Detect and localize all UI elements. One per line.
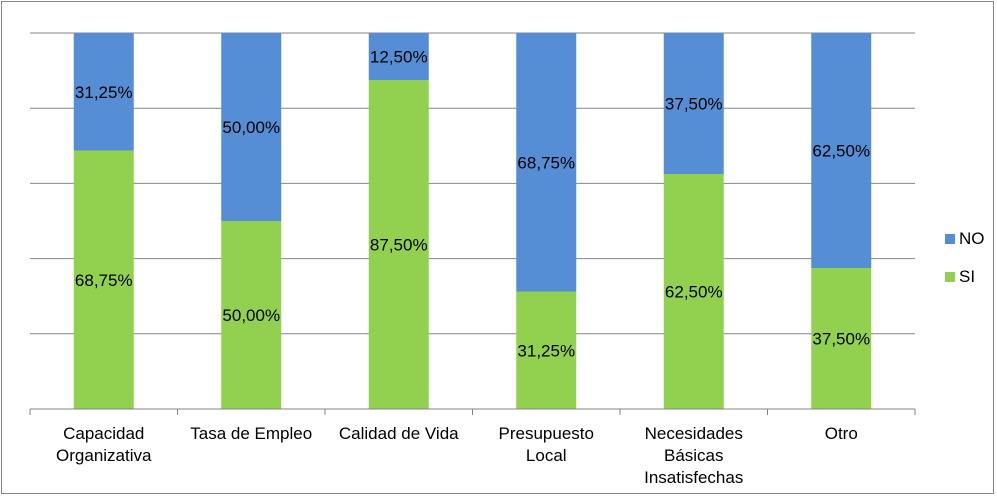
x-tick-label: Otro: [824, 424, 858, 443]
data-label-si: 50,00%: [222, 306, 280, 325]
data-label-si: 68,75%: [75, 271, 133, 290]
x-tick-label: Calidad de Vida: [338, 424, 459, 443]
data-label-no: 12,50%: [370, 48, 428, 67]
data-label-no: 62,50%: [812, 142, 870, 161]
data-label-no: 31,25%: [75, 83, 133, 102]
data-label-si: 37,50%: [812, 330, 870, 349]
data-label-no: 37,50%: [665, 95, 723, 114]
bar-no: [516, 33, 577, 292]
data-label-si: 31,25%: [517, 341, 575, 360]
bar-no: [811, 33, 872, 268]
data-label-no: 68,75%: [517, 153, 575, 172]
x-tick-label: Presupuesto Local: [498, 424, 594, 465]
x-tick-label: Tasa de Empleo: [190, 424, 313, 443]
legend-swatch-si: [945, 272, 955, 282]
legend-label-si: SI: [959, 267, 976, 286]
bar-si: [811, 268, 872, 409]
legend-swatch-no: [945, 234, 955, 244]
legend-label-no: NO: [959, 229, 985, 248]
bar-si: [516, 291, 577, 409]
bar-si: [221, 221, 282, 409]
bar-no: [221, 33, 282, 221]
legend: NO SI: [945, 227, 985, 303]
x-tick-label: Capacidad Organizativa: [56, 424, 152, 465]
bar-si: [368, 80, 429, 409]
bar-no: [368, 33, 429, 80]
bar-no: [73, 33, 134, 151]
bar-si: [663, 174, 724, 409]
data-label-no: 50,00%: [222, 118, 280, 137]
legend-item-no: NO: [945, 227, 985, 251]
data-label-si: 87,50%: [370, 236, 428, 255]
bar-si: [73, 150, 134, 409]
legend-item-si: SI: [945, 265, 985, 289]
bar-no: [663, 33, 724, 174]
x-tick-label: Necesidades Básicas Insatisfechas: [644, 424, 744, 487]
data-label-si: 62,50%: [665, 283, 723, 302]
